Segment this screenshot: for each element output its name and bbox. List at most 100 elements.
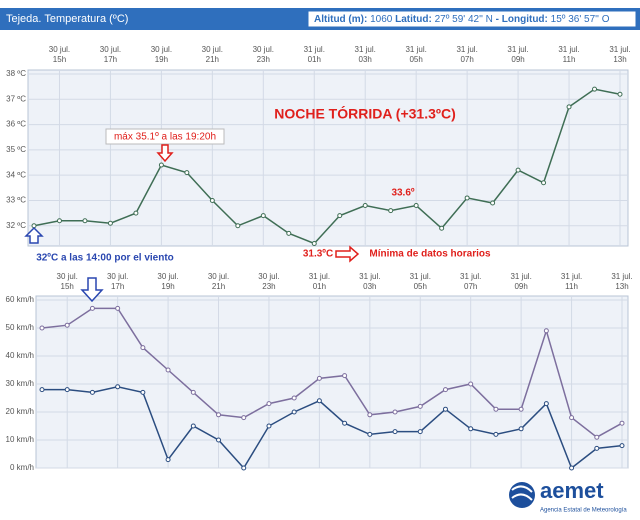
x-tick-hour: 11h bbox=[565, 282, 578, 291]
x-tick-date: 30 jul. bbox=[57, 272, 78, 281]
point bbox=[64, 322, 70, 328]
x-tick-date: 30 jul. bbox=[157, 272, 178, 281]
y-tick-label: 10 km/h bbox=[6, 435, 34, 444]
point bbox=[417, 403, 423, 409]
point bbox=[569, 465, 575, 471]
x-tick-hour: 19h bbox=[161, 282, 174, 291]
point bbox=[216, 437, 222, 443]
x-tick-date: 31 jul. bbox=[460, 272, 481, 281]
point bbox=[439, 225, 445, 231]
point bbox=[190, 423, 196, 429]
point bbox=[619, 443, 625, 449]
annotation-box bbox=[105, 128, 225, 145]
point bbox=[518, 406, 524, 412]
point bbox=[342, 420, 348, 426]
y-tick-label: 38 ºC bbox=[6, 69, 26, 78]
point bbox=[468, 381, 474, 387]
x-tick-date: 30 jul. bbox=[208, 272, 229, 281]
point bbox=[89, 305, 95, 311]
point bbox=[594, 445, 600, 451]
point bbox=[115, 384, 121, 390]
point bbox=[235, 223, 241, 229]
point bbox=[342, 373, 348, 379]
x-tick-hour: 13h bbox=[615, 282, 628, 291]
info-label: - Longitud: bbox=[496, 14, 548, 25]
x-tick-date: 31 jul. bbox=[558, 45, 579, 54]
point bbox=[367, 431, 373, 437]
point bbox=[291, 395, 297, 401]
point bbox=[594, 434, 600, 440]
point bbox=[140, 389, 146, 395]
y-tick-label: 40 km/h bbox=[6, 351, 34, 360]
point bbox=[543, 328, 549, 334]
annotation: Mínima de datos horarios bbox=[369, 249, 491, 260]
x-tick-date: 31 jul. bbox=[507, 45, 528, 54]
point bbox=[64, 387, 70, 393]
point bbox=[216, 412, 222, 418]
logo-name: aemet bbox=[540, 478, 604, 503]
x-tick-date: 31 jul. bbox=[359, 272, 380, 281]
plot-area bbox=[35, 295, 629, 469]
point bbox=[311, 240, 317, 246]
y-tick-label: 34 ºC bbox=[6, 170, 26, 179]
point bbox=[392, 429, 398, 435]
annotations: NOCHE TÓRRIDA (+31.3ºC) máx 35.1º a las … bbox=[24, 105, 491, 303]
point bbox=[184, 170, 190, 176]
point bbox=[260, 213, 266, 219]
x-tick-hour: 21h bbox=[212, 282, 225, 291]
point bbox=[442, 406, 448, 412]
point bbox=[316, 375, 322, 381]
info: Altitud (m): 1060 Latitud: 27º 59' 42'' … bbox=[314, 14, 610, 25]
point bbox=[367, 412, 373, 418]
point bbox=[56, 218, 62, 224]
y-tick-label: 35 ºC bbox=[6, 145, 26, 154]
y-tick-label: 60 km/h bbox=[6, 295, 34, 304]
x-tick-hour: 21h bbox=[206, 55, 219, 64]
point bbox=[541, 180, 547, 186]
arrow bbox=[24, 226, 44, 244]
info-value: 1060 bbox=[370, 14, 393, 25]
x-tick-date: 30 jul. bbox=[100, 45, 121, 54]
point bbox=[140, 345, 146, 351]
x-tick-date: 30 jul. bbox=[253, 45, 274, 54]
point bbox=[442, 387, 448, 393]
series-line bbox=[41, 307, 623, 439]
point bbox=[566, 104, 572, 110]
logo-wave bbox=[511, 485, 533, 501]
plots: 32 ºC 33 ºC 34 ºC 35 ºC 36 ºC 37 ºC 38 ºC 30 ju… bbox=[6, 45, 633, 472]
x-tick-date: 31 jul. bbox=[410, 272, 431, 281]
point bbox=[515, 167, 521, 173]
point bbox=[266, 401, 272, 407]
info-label: Latitud: bbox=[395, 14, 432, 25]
point bbox=[209, 197, 215, 203]
info-value: 15º 36' 57'' O bbox=[551, 14, 610, 25]
x-tick-hour: 09h bbox=[511, 55, 524, 64]
annotation: 32ºC a las 14:00 por el viento bbox=[36, 253, 174, 264]
point bbox=[241, 465, 247, 471]
x-tick-date: 31 jul. bbox=[405, 45, 426, 54]
info-label: Altitud (m): bbox=[314, 14, 367, 25]
point bbox=[190, 389, 196, 395]
x-tick-date: 31 jul. bbox=[609, 45, 630, 54]
annotation: NOCHE TÓRRIDA (+31.3ºC) bbox=[274, 105, 456, 122]
point bbox=[413, 203, 419, 209]
point bbox=[39, 387, 45, 393]
y-tick-label: 32 ºC bbox=[6, 221, 26, 230]
point bbox=[464, 195, 470, 201]
x-tick-hour: 05h bbox=[414, 282, 427, 291]
arrow bbox=[156, 144, 174, 163]
x-tick-hour: 07h bbox=[464, 282, 477, 291]
x-tick-date: 30 jul. bbox=[107, 272, 128, 281]
y-tick-label: 30 km/h bbox=[6, 379, 34, 388]
x-tick-hour: 11h bbox=[563, 55, 576, 64]
x-tick-hour: 15h bbox=[53, 55, 66, 64]
point bbox=[115, 305, 121, 311]
y-tick-label: 37 ºC bbox=[6, 94, 26, 103]
x-tick-hour: 07h bbox=[460, 55, 473, 64]
x-tick-date: 30 jul. bbox=[202, 45, 223, 54]
point bbox=[392, 409, 398, 415]
point bbox=[619, 420, 625, 426]
point bbox=[592, 86, 598, 92]
point bbox=[388, 208, 394, 214]
